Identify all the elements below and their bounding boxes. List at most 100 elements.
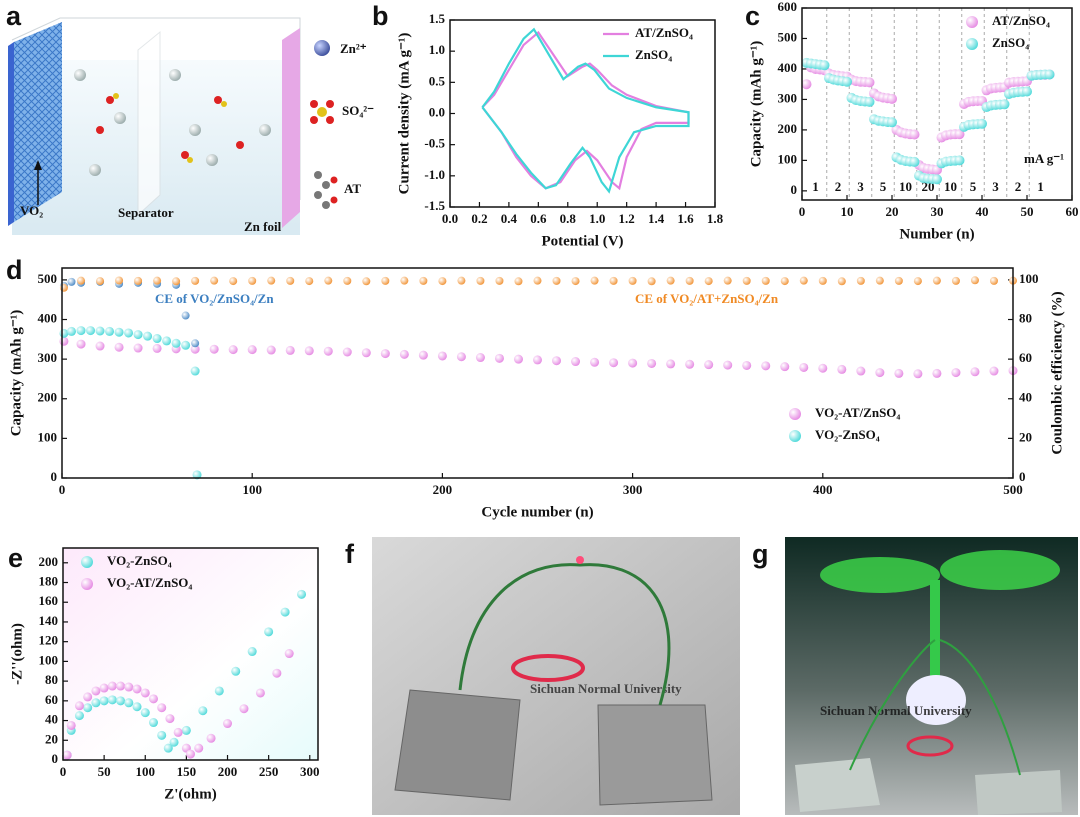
y-tick-label: 40 (45, 712, 58, 727)
data-point (628, 276, 637, 285)
data-point (742, 276, 751, 285)
panel-label: b (372, 1, 389, 31)
y-tick-label: 600 (778, 0, 798, 14)
x-tick-label: 150 (177, 764, 197, 779)
rate-label: 3 (857, 179, 864, 194)
y-tick-label: -1.5 (424, 198, 445, 213)
data-point (76, 326, 86, 336)
data-point (932, 174, 942, 185)
data-point (476, 276, 485, 285)
data-point (799, 362, 809, 372)
legend-marker (81, 578, 93, 590)
data-point (181, 340, 191, 350)
data-point (533, 355, 542, 365)
wire (511, 654, 585, 682)
y2-tick-label: 60 (1019, 350, 1032, 365)
data-point (148, 694, 158, 704)
x-tick-label: 0.4 (501, 211, 518, 226)
data-point (913, 277, 922, 286)
wire (906, 735, 954, 757)
data-point (894, 368, 904, 378)
x-axis-label: Number (n) (899, 226, 974, 242)
data-point (887, 117, 897, 128)
data-point (186, 749, 195, 759)
y-tick-label: 200 (39, 554, 59, 569)
schematic: a Zn²⁺ SO₄²⁻ AT VO₂ Separator Zn foil (6, 1, 374, 235)
data-point (780, 277, 789, 286)
data-point (152, 334, 162, 344)
series-annotation: CE of VO₂/AT+ZnSO₄/Zn (635, 291, 779, 306)
data-point (780, 362, 790, 372)
data-point (381, 276, 390, 285)
data-point (74, 701, 84, 711)
data-point (134, 276, 143, 285)
y-tick-label: 80 (45, 672, 58, 687)
x-tick-label: 300 (300, 764, 320, 779)
label: VO₂ (20, 203, 43, 218)
y2-tick-label: 40 (1019, 390, 1032, 405)
data-point (248, 276, 257, 285)
data-point (191, 339, 200, 348)
data-point (761, 276, 770, 285)
data-point (114, 327, 124, 337)
data-point (66, 720, 76, 730)
y2-tick-label: 100 (1019, 271, 1039, 286)
data-point (124, 698, 134, 708)
data-point (59, 283, 68, 292)
data-point (380, 349, 390, 359)
data-point (438, 277, 447, 286)
fan-blade (820, 557, 940, 593)
data-point (514, 277, 523, 286)
data-point (86, 326, 96, 336)
plot-background (63, 548, 318, 760)
x-tick-label: 50 (98, 764, 111, 779)
y-tick-label: -0.5 (424, 136, 445, 151)
data-point (285, 345, 295, 355)
legend-marker (966, 16, 978, 28)
data-point (909, 129, 920, 140)
data-point (163, 743, 173, 753)
y-tick-label: 500 (38, 271, 58, 286)
data-point (609, 358, 619, 368)
plot-frame (62, 547, 319, 761)
data-point (255, 688, 265, 698)
label: Zn foil (244, 219, 282, 234)
y-tick-label: 20 (45, 731, 58, 746)
data-point (59, 328, 69, 338)
data-point (951, 276, 960, 285)
ions (74, 69, 271, 176)
zn-foil (282, 28, 300, 228)
x-tick-label: 20 (886, 204, 899, 219)
data-point (105, 326, 115, 336)
y-tick-label: 200 (38, 390, 58, 405)
data-point (628, 358, 638, 368)
x-tick-label: 10 (841, 204, 854, 219)
data-point (157, 703, 167, 713)
x-tick-label: 1.2 (619, 211, 635, 226)
data-point (323, 346, 333, 356)
data-point (361, 348, 371, 358)
y-tick-label: 60 (45, 692, 58, 707)
y2-axis-label: Coulombic efficiency (%) (1049, 291, 1065, 454)
fan-base (906, 675, 966, 725)
y-axis-label: Current density (mA g⁻¹) (396, 33, 412, 195)
data-point (305, 277, 314, 286)
panel-label: a (6, 1, 22, 31)
data-point (140, 708, 150, 718)
legend-text: VO₂-ZnSO₄ (107, 553, 172, 568)
data-point (704, 277, 713, 286)
data-point (571, 357, 581, 367)
y-tick-label: 1.0 (429, 42, 445, 57)
data-point (362, 277, 371, 286)
data-point (875, 276, 884, 285)
legend-text: VO₂-AT/ZnSO₄ (815, 405, 900, 420)
data-point (837, 277, 846, 286)
data-point (228, 345, 238, 355)
data-point (856, 276, 865, 285)
rate-label: 2 (835, 179, 842, 194)
data-point (723, 276, 732, 285)
y-tick-label: 100 (38, 429, 58, 444)
data-point (954, 129, 965, 140)
data-point (152, 343, 162, 353)
vo2-electrode (14, 22, 62, 222)
